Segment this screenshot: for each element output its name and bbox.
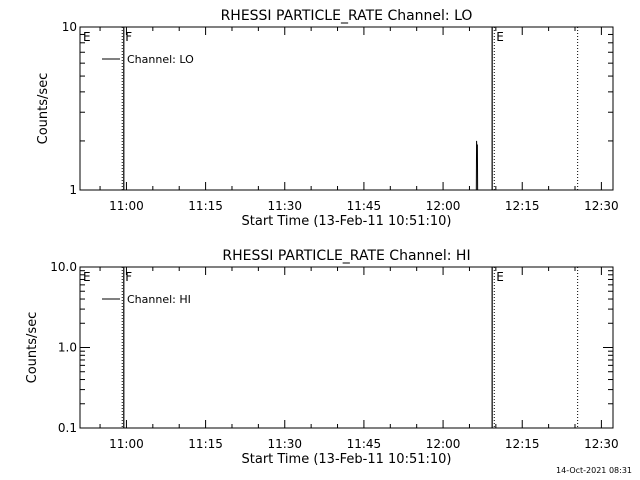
x-tick-label: 11:45	[347, 199, 382, 213]
chart-panel-1: RHESSI PARTICLE_RATE Channel: LO 11:00 11:…	[36, 8, 619, 229]
y-axis-label: Counts/sec	[36, 73, 51, 145]
y-tick-label: 1.0	[58, 341, 77, 355]
x-tick-label: 12:00	[426, 437, 461, 451]
legend-label: Channel: HI	[127, 293, 191, 306]
x-tick-label: 12:30	[584, 199, 619, 213]
flag-label: F	[125, 30, 132, 44]
flag-label: E	[496, 270, 504, 284]
x-tick-label: 11:45	[347, 437, 382, 451]
chart-panel-2: RHESSI PARTICLE_RATE Channel: HI 11:00 11:…	[25, 248, 619, 467]
flag-label: E	[496, 30, 504, 44]
y-tick-label: 1	[69, 183, 77, 197]
x-tick-label: 11:15	[188, 199, 223, 213]
chart-title: RHESSI PARTICLE_RATE Channel: LO	[221, 8, 473, 24]
legend-label: Channel: LO	[127, 53, 194, 66]
y-tick-label: 0.1	[58, 421, 77, 435]
flag-label: E	[83, 270, 91, 284]
x-tick-label: 11:15	[188, 437, 223, 451]
x-tick-label: 12:30	[584, 437, 619, 451]
x-tick-label: 11:30	[267, 437, 302, 451]
footer-timestamp: 14-Oct-2021 08:31	[556, 466, 632, 475]
plot-frame	[79, 26, 614, 191]
chart-title: RHESSI PARTICLE_RATE Channel: HI	[222, 248, 470, 264]
flag-label: E	[83, 30, 91, 44]
x-tick-label: 11:30	[267, 199, 302, 213]
y-tick-label: 10	[62, 20, 77, 34]
x-axis-label: Start Time (13-Feb-11 10:51:10)	[242, 452, 452, 467]
y-tick-label: 10.0	[50, 260, 77, 274]
x-tick-label: 11:00	[109, 437, 144, 451]
x-tick-label: 12:00	[426, 199, 461, 213]
x-tick-label: 12:15	[505, 199, 540, 213]
x-tick-label: 12:15	[505, 437, 540, 451]
flag-label: F	[125, 270, 132, 284]
y-axis-label: Counts/sec	[25, 312, 40, 384]
series-line	[475, 140, 479, 191]
x-tick-label: 11:00	[109, 199, 144, 213]
x-axis-label: Start Time (13-Feb-11 10:51:10)	[242, 214, 452, 229]
